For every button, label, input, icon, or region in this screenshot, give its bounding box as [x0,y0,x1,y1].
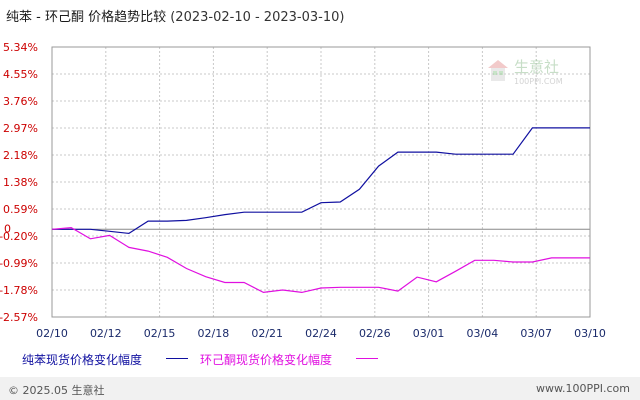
chart-title-text: 纯苯 - 环己酮 价格趋势比较 [6,10,167,25]
chart-series [51,127,590,294]
y-tick-label: 1.38% [3,176,38,189]
x-tick-label: 03/04 [467,327,499,340]
y-tick-label: -0.99% [0,257,38,270]
x-axis-labels: 02/10 02/12 02/15 02/18 02/21 02/24 02/26 03/01… [36,327,606,340]
y-tick-label: 3.76% [3,95,38,108]
watermark-site: 100PPI.COM [514,77,563,86]
series-line-1 [52,127,590,235]
x-tick-label: 02/26 [359,327,391,340]
y-axis-labels: 5.34% 4.55% 3.76% 2.97% 2.18% 1.38% 0.59% -0.20… [0,41,38,324]
y-tick-label: 2.97% [3,122,38,135]
legend-label-series2: 环己酮现货价格变化幅度 [200,353,333,367]
y-tick-label: 0.59% [3,203,38,216]
chart-date-range: (2023-02-10 - 2023-03-10) [170,10,345,25]
footer-copyright: © 2025.05 生意社 [8,384,105,397]
legend-item-series2: 环己酮现货价格变化幅度 [200,351,378,368]
y-tick-label: -1.78% [0,284,38,297]
watermark-brand: 生意社 [514,58,559,76]
y-tick-label: -2.57% [0,311,38,324]
x-tick-label: 03/01 [413,327,445,340]
y-zero-label: 0 [4,222,11,235]
y-tick-label: 4.55% [3,68,38,81]
watermark-house-icon [488,60,508,81]
x-tick-label: 02/21 [251,327,283,340]
y-tick-label: -0.20% [0,230,38,243]
watermark-logo: 生意社 100PPI.COM [488,58,563,86]
plot-frame [51,46,591,318]
footer-bar: © 2025.05 生意社 www.100PPI.com [0,377,640,400]
x-tick-label: 03/10 [574,327,606,340]
x-tick-label: 02/12 [90,327,122,340]
legend-item-series1: 纯苯现货价格变化幅度 [22,351,188,368]
x-tick-label: 02/15 [144,327,176,340]
chart-title: 纯苯 - 环己酮 价格趋势比较 (2023-02-10 - 2023-03-10… [6,6,344,25]
x-tick-label: 03/07 [520,327,552,340]
x-tick-label: 02/24 [305,327,337,340]
legend-swatch-series1 [166,358,188,359]
legend-label-series1: 纯苯现货价格变化幅度 [22,353,143,367]
chart-axes [51,46,591,318]
y-tick-label: 2.18% [3,149,38,162]
y-tick-label: 5.34% [3,41,38,54]
x-tick-label: 02/10 [36,327,68,340]
x-tick-label: 02/18 [198,327,230,340]
legend-swatch-series2 [356,358,378,359]
series-line-2 [51,226,590,294]
footer-link[interactable]: www.100PPI.com [536,382,630,395]
